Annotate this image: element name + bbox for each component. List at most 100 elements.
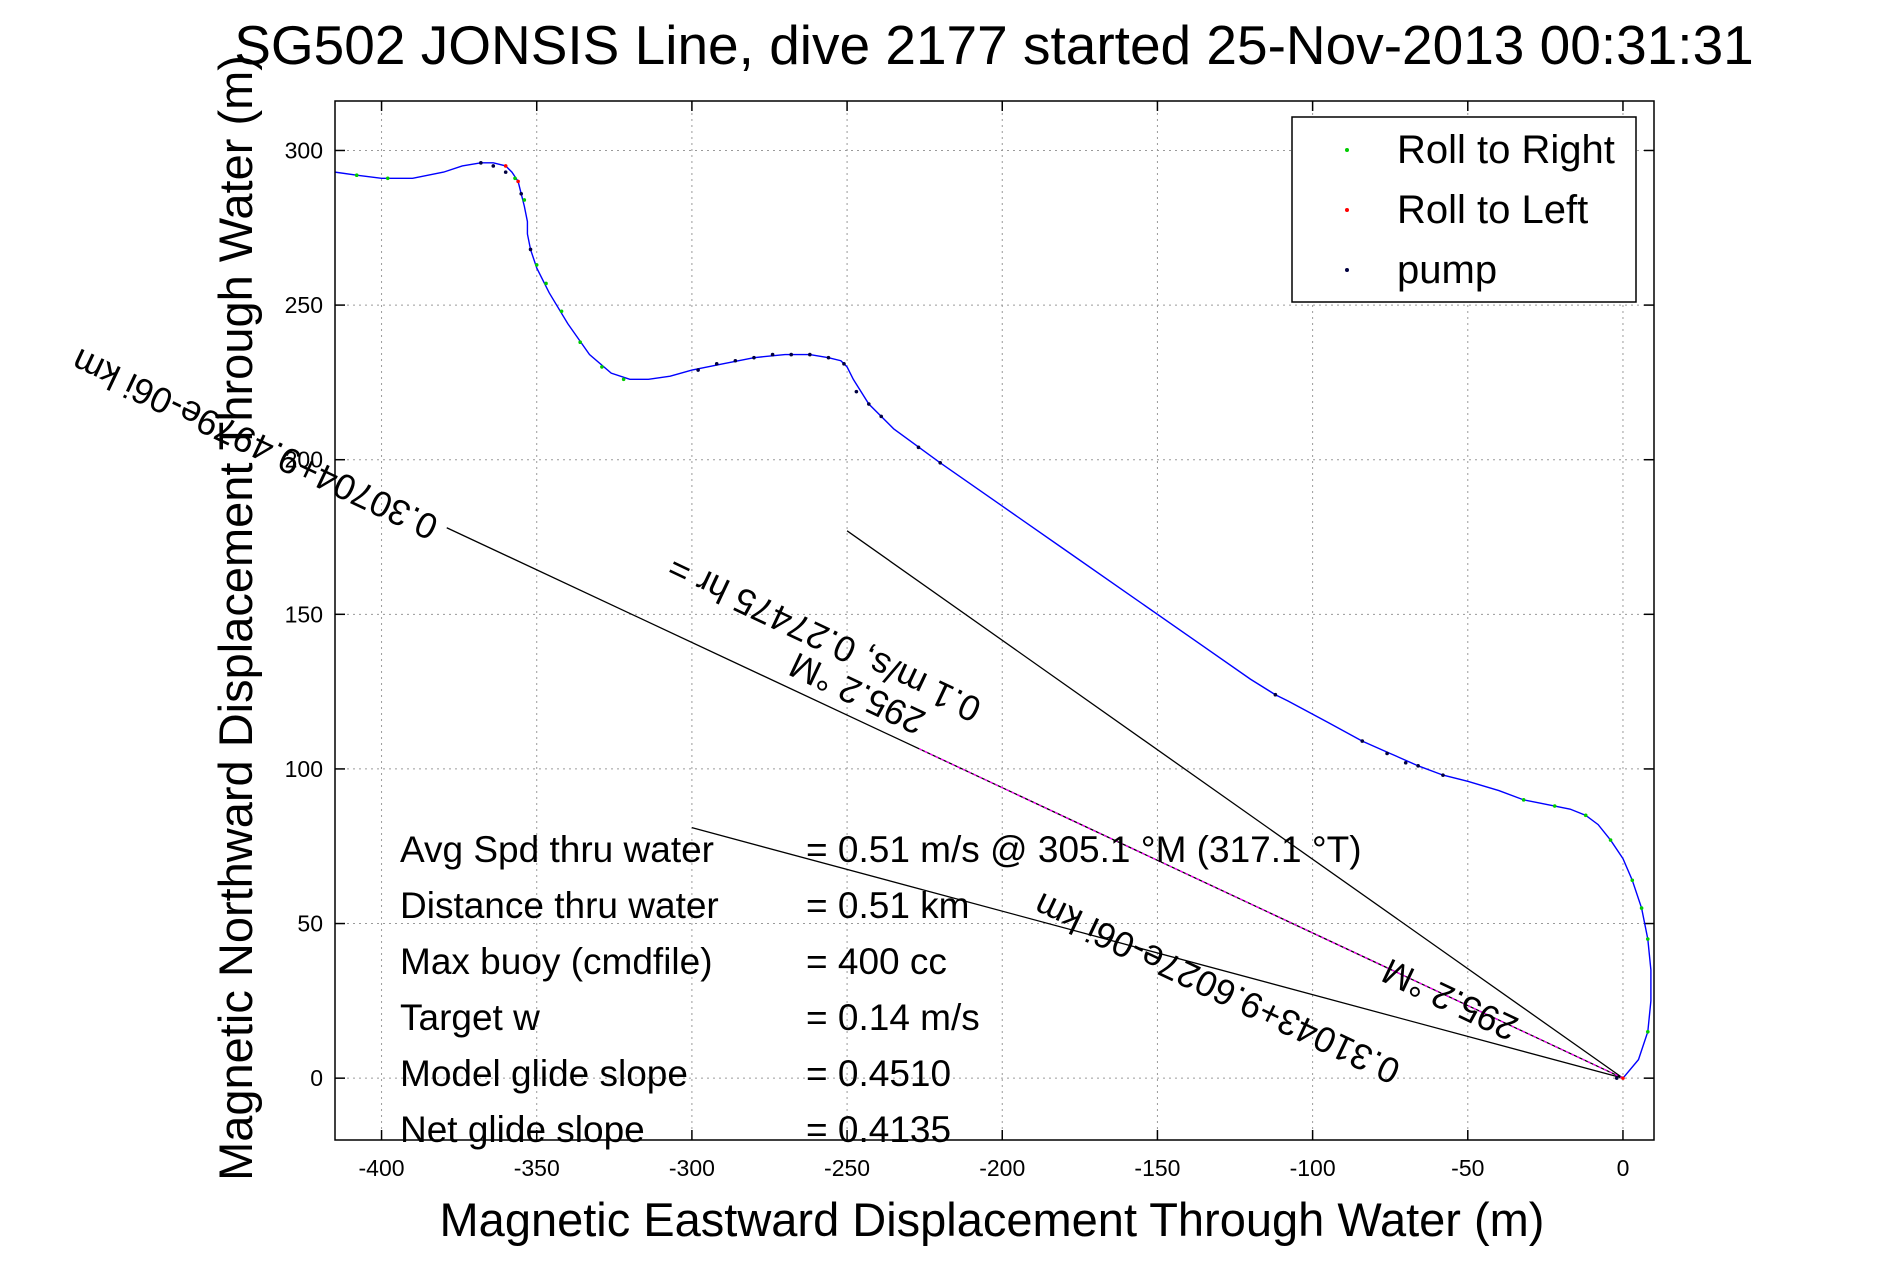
stats-block: Avg Spd thru water = 0.51 m/s @ 305.1 °M … <box>400 829 1362 1150</box>
pump-marker <box>528 247 533 252</box>
stat-label: Distance thru water <box>400 885 719 926</box>
x-tick-label: -400 <box>359 1155 405 1181</box>
y-tick-label: 200 <box>285 447 323 473</box>
roll-to-right-marker <box>513 176 517 181</box>
x-tick-label: -250 <box>824 1155 870 1181</box>
roll-to-left-marker <box>1621 1076 1625 1080</box>
stat-label: Model glide slope <box>400 1053 688 1094</box>
y-tick-label: 250 <box>285 292 323 318</box>
roll-to-right-marker <box>522 198 527 202</box>
legend-label: pump <box>1397 248 1497 292</box>
y-tick-label: 100 <box>285 756 323 782</box>
pump-marker <box>1403 760 1408 765</box>
x-tick-label: -100 <box>1290 1155 1336 1181</box>
reference-line <box>846 530 1624 1079</box>
roll-to-right-marker <box>1630 878 1635 883</box>
pump-marker <box>879 414 884 419</box>
x-tick-label: -50 <box>1451 1155 1484 1181</box>
chart-title: SG502 JONSIS Line, dive 2177 started 25-… <box>234 14 1754 76</box>
roll-to-right-marker <box>1583 813 1588 818</box>
x-axis-label: Magnetic Eastward Displacement Through W… <box>440 1193 1545 1246</box>
axis-ticks <box>335 101 1654 1140</box>
pump-marker <box>733 358 738 363</box>
y-tick-label: 150 <box>285 601 323 627</box>
heading-annotation: 0.31043+9.6027e-06i km <box>1027 885 1406 1093</box>
pump-marker <box>479 161 483 165</box>
stat-label: Target w <box>400 997 540 1038</box>
roll-to-right-marker <box>621 377 626 382</box>
roll-to-right-marker <box>385 176 390 181</box>
roll-to-right-marker <box>544 281 548 286</box>
pump-marker <box>491 164 496 168</box>
roll-to-right-marker <box>1645 1029 1650 1034</box>
marker-layer <box>354 161 1650 1080</box>
legend-marker <box>1345 268 1349 272</box>
legend-marker <box>1345 208 1349 212</box>
roll-to-right-marker <box>354 173 359 178</box>
stat-label: Max buoy (cmdfile) <box>400 941 713 982</box>
x-tick-label: -200 <box>979 1155 1025 1181</box>
legend-box <box>1291 116 1637 303</box>
stat-value: = 400 cc <box>806 941 947 982</box>
legend-entries: Roll to Right Roll to Left pump <box>1345 128 1615 292</box>
track-line <box>335 162 1652 1079</box>
roll-to-right-marker <box>578 340 582 344</box>
roll-to-left-marker <box>503 164 508 168</box>
legend-marker <box>1345 148 1349 152</box>
roll-to-right-marker <box>1552 804 1557 808</box>
pump-marker <box>1385 751 1389 756</box>
y-tick-label: 0 <box>310 1065 323 1091</box>
reference-line <box>691 827 1624 1079</box>
pump-marker <box>842 362 846 366</box>
pump-marker <box>696 368 700 372</box>
pump-marker <box>808 352 812 357</box>
pump-marker <box>714 362 719 366</box>
pump-marker <box>938 460 942 465</box>
pump-marker <box>1416 764 1420 768</box>
stat-label: Avg Spd thru water <box>400 829 714 870</box>
roll-to-right-marker <box>600 365 604 369</box>
pump-marker <box>789 352 794 357</box>
heading-annotation: 0.1 m/s, 0.27475 hr = <box>661 548 987 731</box>
y-axis-label: Magnetic Northward Displacement Through … <box>209 55 262 1181</box>
stat-value: = 0.51 m/s @ 305.1 °M (317.1 °T) <box>806 829 1362 870</box>
pump-marker <box>1360 739 1365 743</box>
legend-label: Roll to Right <box>1397 128 1615 172</box>
x-tick-label: -300 <box>669 1155 715 1181</box>
x-tick-label: -150 <box>1134 1155 1180 1181</box>
pump-marker <box>1441 773 1445 777</box>
axis-tick-labels: -400 -350 -300 -250 -200 -150 -100 -50 0 0 50 100 15… <box>285 137 1630 1181</box>
stat-value: = 0.14 m/s <box>806 997 980 1038</box>
stat-value: = 0.51 km <box>806 885 970 926</box>
track-layer <box>335 162 1652 1079</box>
pump-marker <box>867 402 871 406</box>
y-tick-label: 300 <box>285 137 323 163</box>
roll-to-right-marker <box>559 309 564 314</box>
legend-label: Roll to Left <box>1397 188 1588 232</box>
stat-label: Net glide slope <box>400 1109 645 1150</box>
model-heading-line <box>916 747 1624 1079</box>
pump-marker <box>916 445 921 450</box>
heading-annotation: 295.2 °M <box>1376 950 1524 1049</box>
x-tick-label: 0 <box>1617 1155 1630 1181</box>
x-tick-label: -350 <box>514 1155 560 1181</box>
pump-marker <box>1614 1076 1619 1080</box>
y-tick-label: 50 <box>297 911 323 937</box>
roll-to-right-marker <box>1608 838 1613 842</box>
stat-value: = 0.4135 <box>806 1109 951 1150</box>
stat-value: = 0.4510 <box>806 1053 951 1094</box>
roll-to-right-marker <box>1645 937 1650 941</box>
roll-to-right-marker <box>1639 906 1644 910</box>
pump-marker <box>752 355 756 360</box>
pump-marker <box>519 191 524 196</box>
pump-marker <box>770 352 775 357</box>
pump-marker <box>826 355 831 360</box>
axes-box <box>334 100 1655 1141</box>
roll-to-right-marker <box>534 263 539 267</box>
pump-marker <box>854 389 859 394</box>
pump-marker <box>1273 692 1278 697</box>
reference-lines <box>446 527 1624 1079</box>
roll-to-right-marker <box>1521 798 1526 802</box>
